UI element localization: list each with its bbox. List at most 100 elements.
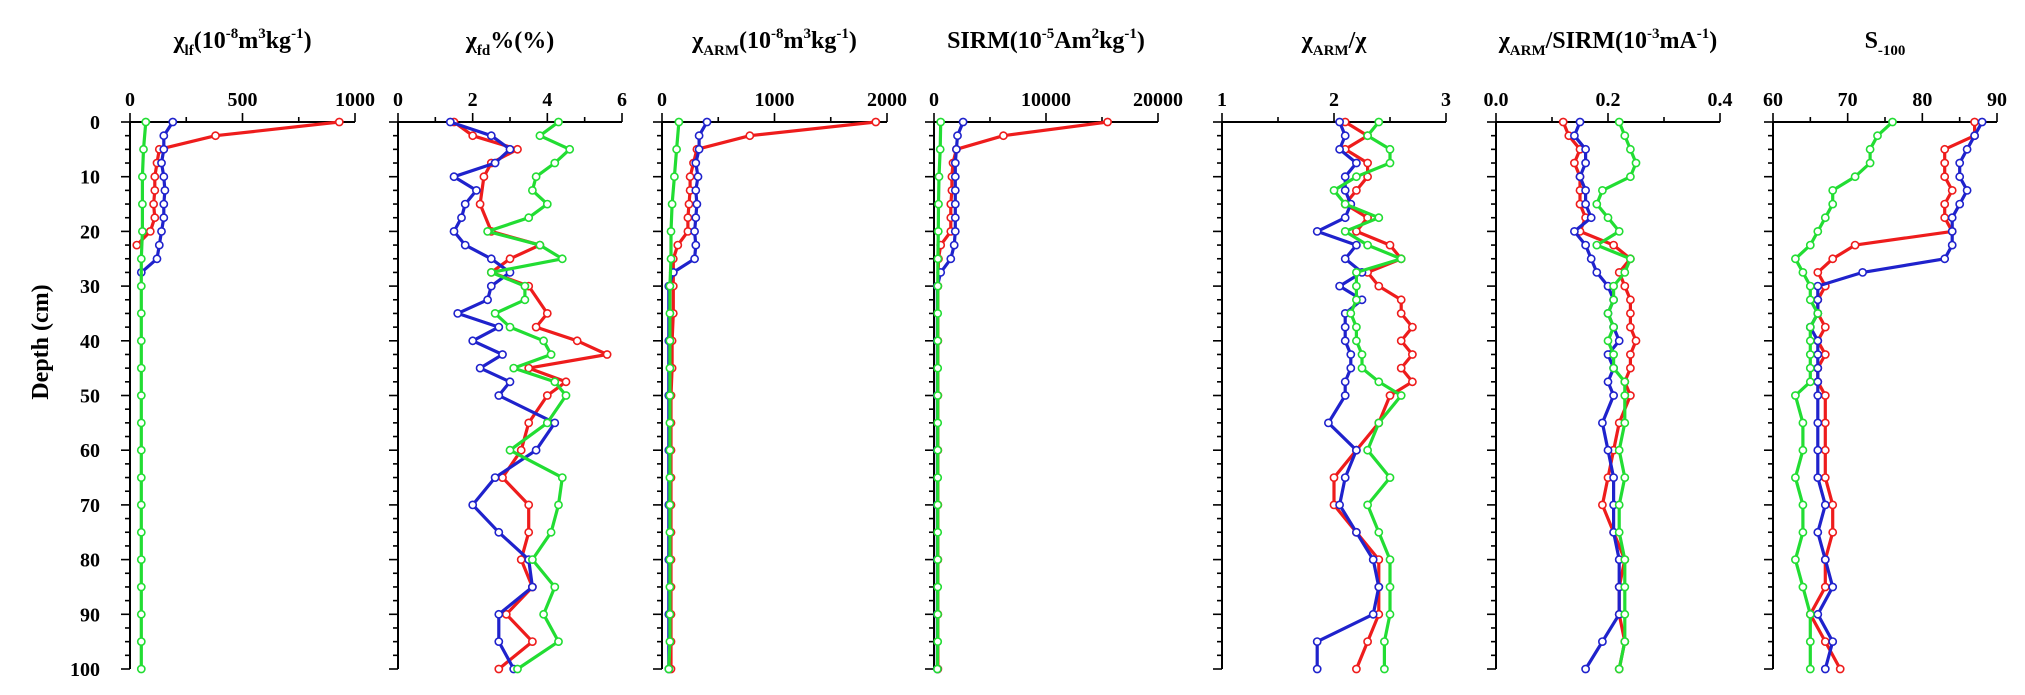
- data-point-green: [1598, 185, 1607, 195]
- data-point-green: [933, 418, 943, 428]
- data-point-green: [550, 377, 560, 387]
- data-point-green: [542, 199, 552, 209]
- data-point-blue: [1324, 418, 1333, 428]
- data-point-blue: [1813, 473, 1823, 482]
- data-point-blue: [486, 131, 496, 141]
- data-point-red: [602, 350, 612, 359]
- data-point-green: [1805, 281, 1815, 291]
- data-point-green: [1620, 582, 1630, 592]
- data-point-green: [933, 609, 943, 619]
- data-point-blue: [953, 131, 962, 141]
- data-point-green: [539, 336, 548, 346]
- data-point-green: [1798, 527, 1808, 537]
- data-point-blue: [1346, 363, 1356, 373]
- data-point-red: [528, 637, 537, 646]
- data-point-blue: [1340, 473, 1350, 482]
- data-point-green: [1385, 582, 1395, 592]
- data-point-green: [665, 555, 675, 564]
- data-point-green: [1791, 391, 1800, 400]
- data-point-blue: [950, 185, 960, 195]
- panel-title: χARM/SIRM(10-3mA-1): [1498, 26, 1718, 59]
- data-point-blue: [468, 336, 478, 346]
- data-point-blue: [1575, 117, 1585, 127]
- data-point-red: [1828, 254, 1838, 264]
- x-tick-label: 0.2: [1596, 89, 1621, 111]
- data-point-blue: [1603, 377, 1613, 387]
- data-point-green: [136, 473, 146, 482]
- data-point-blue: [1340, 322, 1350, 332]
- data-point-blue: [1340, 377, 1350, 387]
- data-point-blue: [154, 240, 164, 250]
- data-point-green: [933, 308, 943, 318]
- data-point-blue: [1352, 240, 1361, 250]
- data-point-green: [1798, 582, 1808, 592]
- data-point-blue: [1570, 131, 1579, 141]
- data-point-blue: [1312, 637, 1322, 646]
- data-point-red: [132, 240, 142, 250]
- data-point-blue: [152, 254, 162, 264]
- data-point-green: [1352, 295, 1361, 305]
- data-point-blue: [1820, 555, 1830, 564]
- panel-5: χARM/χ 1 2 3: [1213, 28, 1451, 674]
- data-point-blue: [1598, 637, 1607, 646]
- data-point-red: [1598, 500, 1607, 510]
- data-point-green: [554, 500, 563, 510]
- data-point-red: [1408, 350, 1417, 359]
- data-point-green: [136, 445, 146, 455]
- data-point-red: [1609, 240, 1618, 250]
- data-point-red: [1396, 308, 1406, 318]
- data-point-blue: [1340, 131, 1350, 141]
- data-point-green: [1609, 350, 1618, 359]
- data-point-green: [1609, 281, 1618, 291]
- data-point-red: [1820, 350, 1830, 359]
- data-point-blue: [1340, 213, 1350, 223]
- data-point-blue: [486, 281, 496, 291]
- data-point-green: [1603, 308, 1613, 318]
- data-point-blue: [1368, 609, 1378, 619]
- data-point-blue: [693, 172, 703, 182]
- data-point-red: [1626, 322, 1635, 332]
- data-point-green: [665, 391, 675, 400]
- data-point-blue: [1813, 609, 1823, 619]
- data-point-red: [1352, 185, 1361, 195]
- data-point-red: [1396, 336, 1406, 346]
- data-point-red: [1940, 144, 1950, 154]
- data-point-red: [1626, 308, 1635, 318]
- data-point-green: [136, 418, 146, 428]
- data-point-blue: [494, 322, 504, 332]
- data-point-blue: [460, 199, 470, 209]
- data-point-green: [528, 555, 537, 564]
- data-point-red: [1374, 281, 1384, 291]
- data-point-red: [1835, 664, 1845, 674]
- x-tick-label: 500: [228, 89, 258, 111]
- data-point-blue: [1955, 172, 1965, 182]
- data-point-blue: [1947, 226, 1957, 236]
- data-point-green: [137, 199, 147, 209]
- data-point-green: [136, 254, 146, 264]
- data-point-green: [666, 254, 676, 264]
- data-point-blue: [168, 117, 178, 127]
- data-point-red: [542, 391, 552, 400]
- data-point-green: [1363, 500, 1372, 510]
- data-point-green: [550, 158, 560, 168]
- data-point-red: [561, 377, 571, 387]
- data-point-green: [933, 281, 943, 291]
- data-point-blue: [483, 295, 492, 305]
- data-point-blue: [1335, 144, 1344, 154]
- data-point-red: [211, 131, 220, 141]
- data-point-green: [136, 308, 146, 318]
- data-point-green: [1614, 664, 1624, 674]
- data-point-blue: [1603, 445, 1613, 455]
- data-point-green: [670, 172, 679, 182]
- data-point-red: [479, 172, 489, 182]
- data-point-green: [1865, 158, 1875, 168]
- data-point-green: [1592, 199, 1602, 209]
- y-tick-label: 10: [80, 167, 100, 189]
- data-point-green: [1346, 308, 1356, 318]
- data-point-green: [934, 199, 943, 209]
- data-point-green: [1620, 609, 1630, 619]
- data-point-green: [557, 254, 567, 264]
- data-point-blue: [490, 158, 500, 168]
- data-point-green: [935, 144, 945, 154]
- data-point-blue: [1340, 185, 1350, 195]
